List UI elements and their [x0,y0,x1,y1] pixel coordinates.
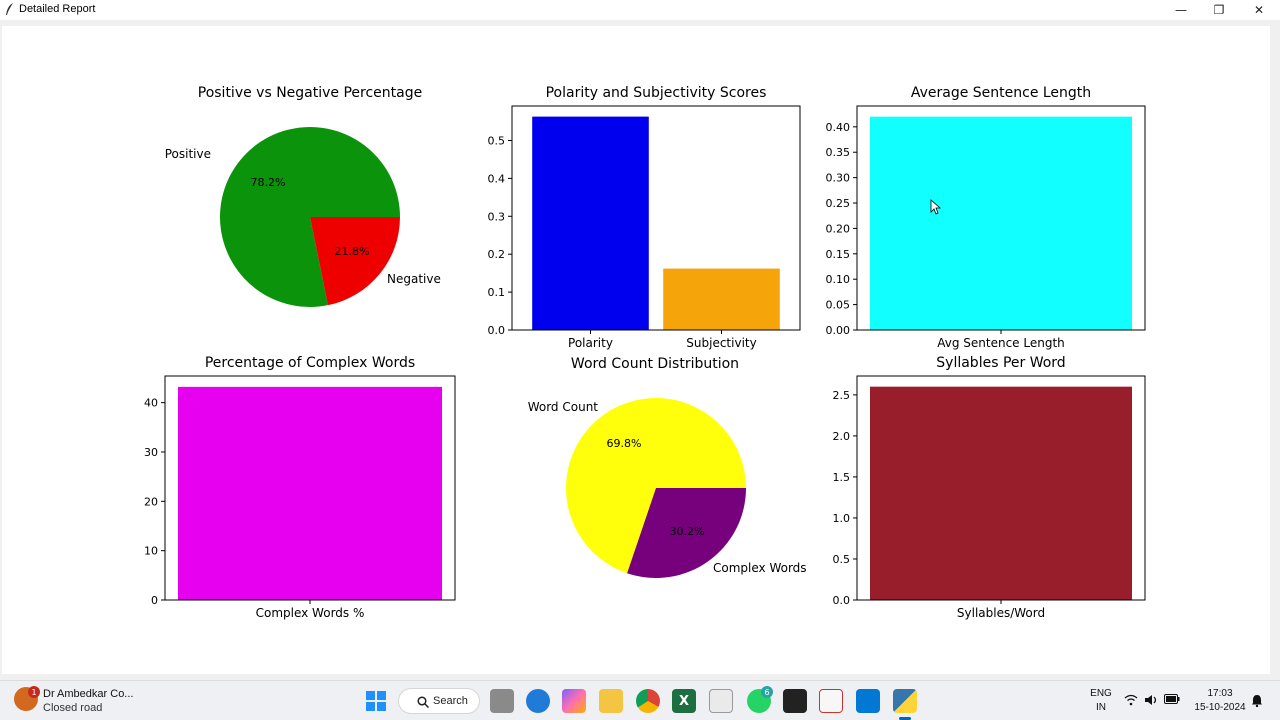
y-tick-label: 0.05 [826,299,851,312]
y-tick-label: 0.5 [488,134,506,147]
chart-title: Syllables Per Word [936,355,1065,371]
y-tick-label: 0.5 [833,553,851,566]
chart-title: Positive vs Negative Percentage [198,85,423,101]
y-tick-label: 0.0 [833,594,851,607]
y-tick-label: 1.5 [833,471,851,484]
chart-title: Word Count Distribution [571,356,739,372]
task-view-icon[interactable] [490,689,514,713]
notepad-icon[interactable] [709,689,733,713]
search-icon [417,696,429,708]
bar [178,386,442,600]
y-tick-label: 2.5 [833,389,851,402]
pie-label: Positive [165,147,211,161]
paint-icon[interactable] [819,689,843,713]
pie-slice [310,217,400,306]
feather-icon [6,3,13,15]
y-tick-label: 0.25 [826,197,851,210]
chart-title: Average Sentence Length [911,85,1091,101]
x-tick-label: Complex Words % [256,606,365,620]
y-tick-label: 0.4 [488,172,506,185]
y-tick-label: 0 [151,594,158,607]
language-top[interactable]: ENG [1090,688,1112,699]
active-app-indicator [899,717,911,720]
wifi-icon[interactable] [1124,694,1138,709]
maximize-button[interactable]: ❐ [1213,3,1225,17]
whatsapp-badge: 6 [761,686,773,698]
y-tick-label: 0.40 [826,121,851,134]
battery-icon[interactable] [1164,694,1180,707]
chrome-icon[interactable] [636,689,660,713]
y-tick-label: 20 [144,495,158,508]
x-tick-label: Subjectivity [686,336,756,350]
close-button[interactable]: ✕ [1253,3,1265,17]
app-window: Detailed Report — ❐ ✕ Positive vs Negati… [0,0,1280,674]
axes-frame [511,105,801,331]
notification-bell-icon[interactable] [1250,694,1264,710]
y-tick-label: 2.0 [833,430,851,443]
y-tick-label: 30 [144,446,158,459]
weather-title[interactable]: Dr Ambedkar Co... [43,688,134,700]
taskbar: 1 Dr Ambedkar Co... Closed road Search X… [0,680,1280,720]
pie-value-label: 78.2% [251,176,286,189]
y-tick-label: 0.3 [488,210,506,223]
pie-slice [566,397,746,574]
pie-value-label: 21.8% [335,245,370,258]
search-box[interactable]: Search [398,688,480,714]
chart-title: Polarity and Subjectivity Scores [546,85,767,101]
pie-value-label: 30.2% [670,525,705,538]
chart-title: Percentage of Complex Words [205,355,415,371]
weather-badge: 1 [28,686,40,698]
python-icon[interactable] [893,689,917,713]
window-title: Detailed Report [19,3,96,15]
figure-svg: Positive vs Negative Percentage Positive N… [144,85,1146,620]
pie-label: Word Count [528,400,599,414]
vscode-icon[interactable] [856,689,880,713]
bar [663,268,780,330]
y-tick-label: 40 [144,397,158,410]
x-tick-label: Syllables/Word [957,606,1045,620]
clock-time[interactable]: 17:03 [1207,688,1233,699]
copilot-icon[interactable] [562,689,586,713]
edge-icon[interactable] [526,689,550,713]
x-tick-label: Polarity [568,336,613,350]
excel-icon[interactable]: X [672,689,696,713]
y-tick-label: 0.0 [488,324,506,337]
bar [532,116,649,330]
mouse-cursor-icon [930,199,942,215]
bar [870,116,1132,331]
pie-label: Complex Words [713,561,807,575]
volume-icon[interactable] [1144,694,1158,709]
language-bottom[interactable]: IN [1096,702,1106,713]
y-tick-label: 0.30 [826,172,851,185]
y-tick-label: 0.2 [488,248,506,261]
windows-icon[interactable] [364,689,388,713]
y-tick-label: 0.35 [826,146,851,159]
y-tick-label: 0.20 [826,222,851,235]
folder-icon[interactable] [599,689,623,713]
weather-subtitle[interactable]: Closed road [43,702,103,714]
x-tick-label: Avg Sentence Length [937,336,1065,350]
title-bar[interactable]: Detailed Report — ❐ ✕ [0,0,1280,20]
y-tick-label: 0.1 [488,286,506,299]
y-tick-label: 0.10 [826,273,851,286]
y-tick-label: 0.15 [826,248,851,261]
minimize-button[interactable]: — [1175,3,1187,17]
pie-value-label: 69.8% [607,437,642,450]
y-tick-label: 0.00 [826,324,851,337]
pie-slice [627,488,746,578]
search-label: Search [433,695,468,707]
clock-date[interactable]: 15-10-2024 [1194,702,1246,713]
figure-canvas: Positive vs Negative Percentage Positive N… [2,26,1270,674]
bar [870,386,1132,600]
terminal-icon[interactable] [783,689,807,713]
y-tick-label: 1.0 [833,512,851,525]
y-tick-label: 10 [144,545,158,558]
pie-label: Negative [387,272,441,286]
